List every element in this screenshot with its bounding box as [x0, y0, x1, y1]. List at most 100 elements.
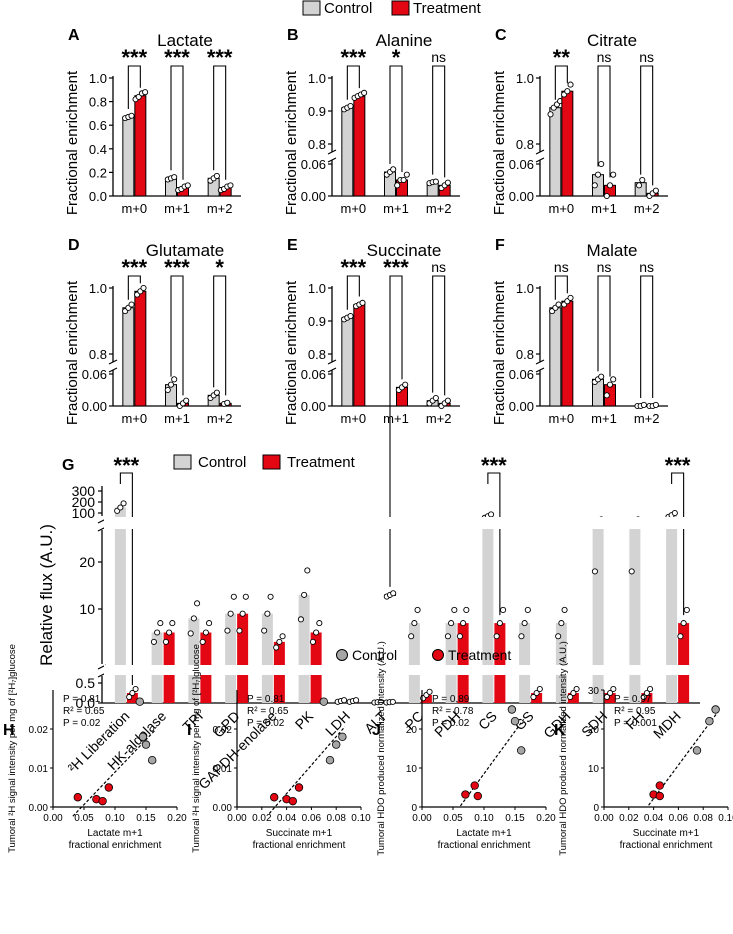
treatment-point	[294, 783, 304, 792]
data-point	[213, 172, 220, 179]
axis-break-mark	[535, 367, 545, 373]
data-point	[444, 179, 451, 186]
control-point	[141, 740, 151, 749]
control-bar	[549, 307, 562, 407]
stat-label: R² = 0.65	[63, 706, 105, 717]
treatment-bar	[353, 304, 366, 407]
data-point	[403, 171, 410, 178]
y-tick-label: 0.00	[29, 803, 49, 814]
stat-label: P = 0.02	[63, 718, 101, 729]
y-tick-label: 0.01	[213, 764, 233, 775]
y-tick-label: 0.06	[509, 157, 534, 172]
control-point	[338, 732, 347, 741]
data-point	[628, 568, 635, 575]
treatment-point	[461, 790, 470, 799]
data-point	[500, 606, 507, 613]
scatter-legend: Control Treatment	[336, 647, 511, 663]
data-point	[236, 627, 243, 634]
data-point	[408, 633, 415, 640]
significance-label: ns	[597, 49, 612, 65]
significance-bracket	[640, 275, 654, 398]
data-point	[426, 688, 433, 695]
data-point	[213, 389, 220, 396]
significance-bracket	[346, 65, 360, 100]
significance-label: ns	[431, 259, 446, 275]
data-point	[591, 568, 598, 575]
data-point	[610, 376, 617, 383]
x-tick-label: m+0	[549, 201, 575, 216]
data-point	[493, 633, 500, 640]
data-point	[603, 392, 610, 399]
axis-break-mark	[535, 149, 545, 155]
panel-f: F Malate Fractional enrichment 0.00 0.06 0.8 1…	[491, 237, 668, 426]
data-point	[636, 182, 643, 189]
treatment-bar	[134, 290, 147, 407]
panel-i: I 0.00 0.01 0.02 0.00 0.02 0.04 0.06 0.08 0.10 Suc…	[187, 644, 371, 853]
axis-break-mark	[108, 367, 118, 373]
y-tick-label: 10	[588, 764, 600, 775]
axis-break-mark	[535, 157, 545, 163]
x-tick-label: m+0	[122, 201, 148, 216]
panel-d: D Glutamate Fractional enrichment 0.00 0.06 0…	[64, 237, 241, 426]
x-tick-label: m+2	[426, 411, 452, 426]
control-point	[138, 732, 148, 741]
control-bar	[629, 520, 641, 703]
stat-label: P = 0.02	[247, 718, 285, 729]
y-tick-label: 10	[79, 601, 95, 617]
data-point	[276, 638, 283, 645]
y-tick-label: 0.8	[89, 347, 107, 362]
data-point	[607, 689, 614, 697]
control-bar	[519, 623, 531, 703]
data-point	[567, 294, 574, 301]
data-point	[594, 171, 602, 178]
panel-a: A Lactate Fractional enrichment 0.0 0.2 0.4 0.…	[64, 27, 241, 216]
data-point	[242, 593, 249, 600]
significance-label: *	[215, 255, 224, 280]
data-point	[652, 187, 659, 194]
regression-line	[648, 711, 719, 806]
data-point	[154, 629, 161, 636]
stat-label: P = 0.001	[614, 718, 657, 729]
data-point	[639, 176, 646, 184]
treatment-bar	[561, 300, 574, 407]
data-point	[261, 627, 268, 634]
significance-bracket	[127, 275, 141, 300]
significance-label: ***	[207, 45, 233, 70]
y-tick-label: 0.00	[213, 803, 233, 814]
y-tick-label: 0.06	[509, 367, 534, 382]
panel-letter: G	[62, 457, 74, 474]
data-point	[451, 606, 458, 613]
treatment-point	[473, 791, 482, 801]
regression-line	[268, 726, 346, 814]
data-point	[606, 182, 614, 189]
x-tick-label: 0.10	[105, 813, 125, 824]
x-tick-label: m+0	[341, 411, 367, 426]
data-point	[162, 638, 169, 645]
y-tick-label: 0.00	[82, 399, 107, 414]
y-tick-label: 1.0	[89, 71, 107, 86]
significance-label: ns	[431, 49, 446, 65]
treatment-bar	[561, 90, 574, 197]
control-point	[147, 756, 157, 765]
data-point	[647, 685, 654, 693]
x-tick-label: m+2	[426, 201, 452, 216]
panel-title: Malate	[586, 241, 637, 260]
significance-label: ***	[340, 45, 366, 70]
y-axis-label: Fractional enrichment	[491, 280, 508, 425]
data-point	[297, 616, 304, 623]
data-point	[157, 620, 164, 627]
y-tick-label: 0.8	[308, 347, 326, 362]
significance-label: ns	[597, 259, 612, 275]
treatment-bar	[353, 95, 366, 197]
significance-label: ns	[554, 259, 569, 275]
control-point	[692, 746, 702, 755]
data-point	[347, 103, 354, 110]
data-point	[555, 301, 562, 308]
treatment-bar	[531, 693, 543, 703]
x-tick-label: m+2	[634, 411, 660, 426]
x-tick-label: 0.15	[136, 813, 156, 824]
significance-bracket	[127, 65, 141, 109]
data-point	[432, 394, 439, 402]
significance-label: ***	[340, 255, 366, 280]
significance-label: ***	[481, 453, 507, 478]
